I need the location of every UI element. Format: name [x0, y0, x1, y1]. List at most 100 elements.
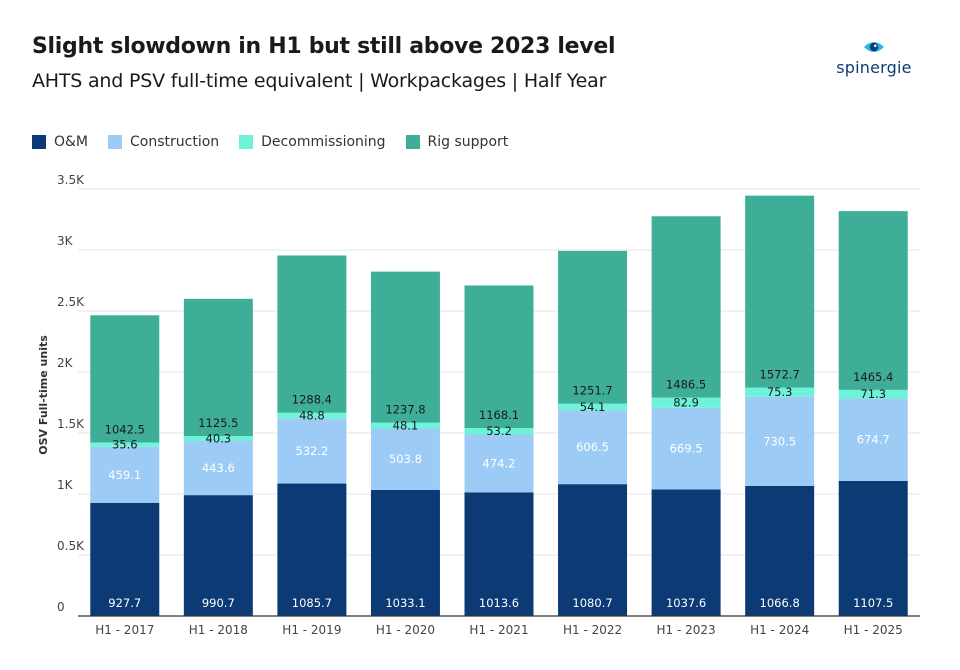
- bar-segment-om[interactable]: [277, 483, 347, 616]
- bar-segment-decommissioning[interactable]: [838, 389, 908, 399]
- data-label: 669.5: [670, 442, 703, 456]
- x-axis: H1 - 2017 H1 - 2018 H1 - 2019 H1 - 2020 H1 -…: [78, 615, 920, 637]
- y-tick-label: 0.5K: [57, 539, 85, 553]
- legend-item-om[interactable]: O&M: [32, 134, 88, 150]
- brand-name: spinergie: [836, 58, 912, 77]
- x-tick-label: H1 - 2025: [844, 623, 903, 637]
- bar-stack[interactable]: 1107.5 674.7 71.3 1465.4: [838, 211, 908, 616]
- bar-segment-decommissioning[interactable]: [370, 422, 440, 429]
- x-tick-label: H1 - 2019: [282, 623, 341, 637]
- bar-segment-rig-support[interactable]: [183, 298, 253, 437]
- bar-stack[interactable]: 1066.8 730.5 75.3 1572.7: [745, 195, 815, 616]
- x-tick-label: H1 - 2021: [469, 623, 528, 637]
- legend-item-decommissioning[interactable]: Decommissioning: [239, 134, 386, 150]
- bar-segment-rig-support[interactable]: [651, 216, 721, 398]
- bar-segment-rig-support[interactable]: [277, 255, 347, 413]
- data-label: 1042.5: [105, 422, 145, 436]
- x-tick-label: H1 - 2017: [95, 623, 154, 637]
- bar-segment-construction[interactable]: [277, 418, 347, 484]
- legend-swatch: [108, 135, 123, 149]
- chart-title: Slight slowdown in H1 but still above 20…: [32, 34, 616, 59]
- bar-segment-decommissioning[interactable]: [90, 442, 160, 447]
- data-label: 1080.7: [572, 596, 612, 610]
- data-label: 82.9: [673, 396, 699, 410]
- bar-segment-om[interactable]: [651, 489, 721, 616]
- bar-segment-rig-support[interactable]: [464, 285, 534, 428]
- bar-segment-rig-support[interactable]: [558, 250, 628, 404]
- bar-segment-construction[interactable]: [651, 407, 721, 490]
- bar-segment-construction[interactable]: [558, 410, 628, 485]
- data-label: 1486.5: [666, 378, 706, 392]
- data-label: 1037.6: [666, 596, 706, 610]
- bar-segment-om[interactable]: [838, 480, 908, 616]
- y-axis-title: OSV Full-time units: [37, 335, 50, 455]
- bar-segment-decommissioning[interactable]: [558, 403, 628, 411]
- bar-segment-construction[interactable]: [745, 396, 815, 486]
- data-label: 532.2: [295, 444, 328, 458]
- data-label: 990.7: [202, 596, 235, 610]
- y-tick-label: 2K: [57, 356, 74, 370]
- bar-segment-om[interactable]: [370, 489, 440, 616]
- bar-segment-construction[interactable]: [838, 398, 908, 481]
- bar-segment-rig-support[interactable]: [90, 315, 160, 443]
- y-tick-label: 2.5K: [57, 295, 85, 309]
- data-label: 927.7: [108, 596, 141, 610]
- data-label: 71.3: [860, 387, 886, 401]
- data-label: 474.2: [483, 456, 516, 470]
- bar-stack[interactable]: 1033.1 503.8 48.1 1237.8: [370, 271, 440, 616]
- data-label: 1465.4: [853, 370, 893, 384]
- bar-segment-decommissioning[interactable]: [277, 412, 347, 419]
- bar-segment-construction[interactable]: [464, 434, 534, 493]
- bar-stack[interactable]: 1037.6 669.5 82.9 1486.5: [651, 216, 721, 616]
- data-label: 1107.5: [853, 596, 893, 610]
- bar-segment-rig-support[interactable]: [370, 271, 440, 423]
- legend-item-construction[interactable]: Construction: [108, 134, 219, 150]
- data-label: 75.3: [767, 385, 793, 399]
- bar-segment-decommissioning[interactable]: [464, 427, 534, 435]
- data-label: 35.6: [112, 438, 138, 452]
- bar-segment-construction[interactable]: [370, 428, 440, 490]
- bar-segment-om[interactable]: [558, 484, 628, 616]
- x-tick-label: H1 - 2020: [376, 623, 435, 637]
- bar-segment-om[interactable]: [464, 492, 534, 616]
- x-tick-label: H1 - 2023: [657, 623, 716, 637]
- legend-label: Construction: [130, 134, 220, 150]
- bar-segment-om[interactable]: [183, 495, 253, 616]
- bar-stack[interactable]: 1013.6 474.2 53.2 1168.1: [464, 285, 534, 616]
- bar-segment-rig-support[interactable]: [745, 195, 815, 388]
- legend-label: Rig support: [427, 134, 509, 150]
- data-label: 53.2: [486, 424, 512, 438]
- bar-segment-decommissioning[interactable]: [651, 397, 721, 408]
- bar-segment-om[interactable]: [745, 485, 815, 616]
- bar-segment-om[interactable]: [90, 502, 160, 616]
- bar-segment-construction[interactable]: [90, 446, 160, 503]
- legend-item-rig-support[interactable]: Rig support: [405, 134, 509, 150]
- data-label: 1033.1: [385, 596, 425, 610]
- bar-stack[interactable]: 1080.7 606.5 54.1 1251.7: [558, 250, 628, 616]
- data-label: 443.6: [202, 461, 235, 475]
- chart-legend: O&M Construction Decommissioning Rig sup…: [32, 133, 528, 151]
- bar-stack[interactable]: 1085.7 532.2 48.8 1288.4: [277, 255, 347, 616]
- data-label: 606.5: [576, 440, 609, 454]
- bar-segment-decommissioning[interactable]: [745, 387, 815, 397]
- chart-subtitle: AHTS and PSV full-time equivalent | Work…: [32, 70, 607, 92]
- bar-segment-decommissioning[interactable]: [183, 436, 253, 442]
- data-label: 674.7: [857, 433, 890, 447]
- legend-swatch: [32, 135, 46, 149]
- bar-segment-construction[interactable]: [183, 441, 253, 496]
- stacked-bar-chart: 0 0.5K 1K 1.5K 2K 2.5K 3K 3.5K OSV Full-time un…: [37, 173, 920, 637]
- bar-stack[interactable]: 927.7 459.1 35.6 1042.5: [90, 315, 160, 616]
- legend-swatch: [405, 135, 420, 149]
- y-tick-label: 1.5K: [57, 417, 85, 431]
- bar-segment-rig-support[interactable]: [838, 211, 908, 390]
- y-axis: 0 0.5K 1K 1.5K 2K 2.5K 3K 3.5K: [57, 173, 85, 614]
- x-tick-label: H1 - 2022: [563, 623, 622, 637]
- legend-label: O&M: [54, 134, 89, 150]
- x-tick-label: H1 - 2024: [750, 623, 809, 637]
- data-label: 40.3: [206, 432, 232, 446]
- data-label: 1168.1: [479, 408, 519, 422]
- data-label: 54.1: [580, 400, 606, 414]
- bar-stack[interactable]: 990.7 443.6 40.3 1125.5: [183, 298, 253, 616]
- data-label: 48.1: [393, 419, 419, 433]
- data-label: 1066.8: [760, 596, 800, 610]
